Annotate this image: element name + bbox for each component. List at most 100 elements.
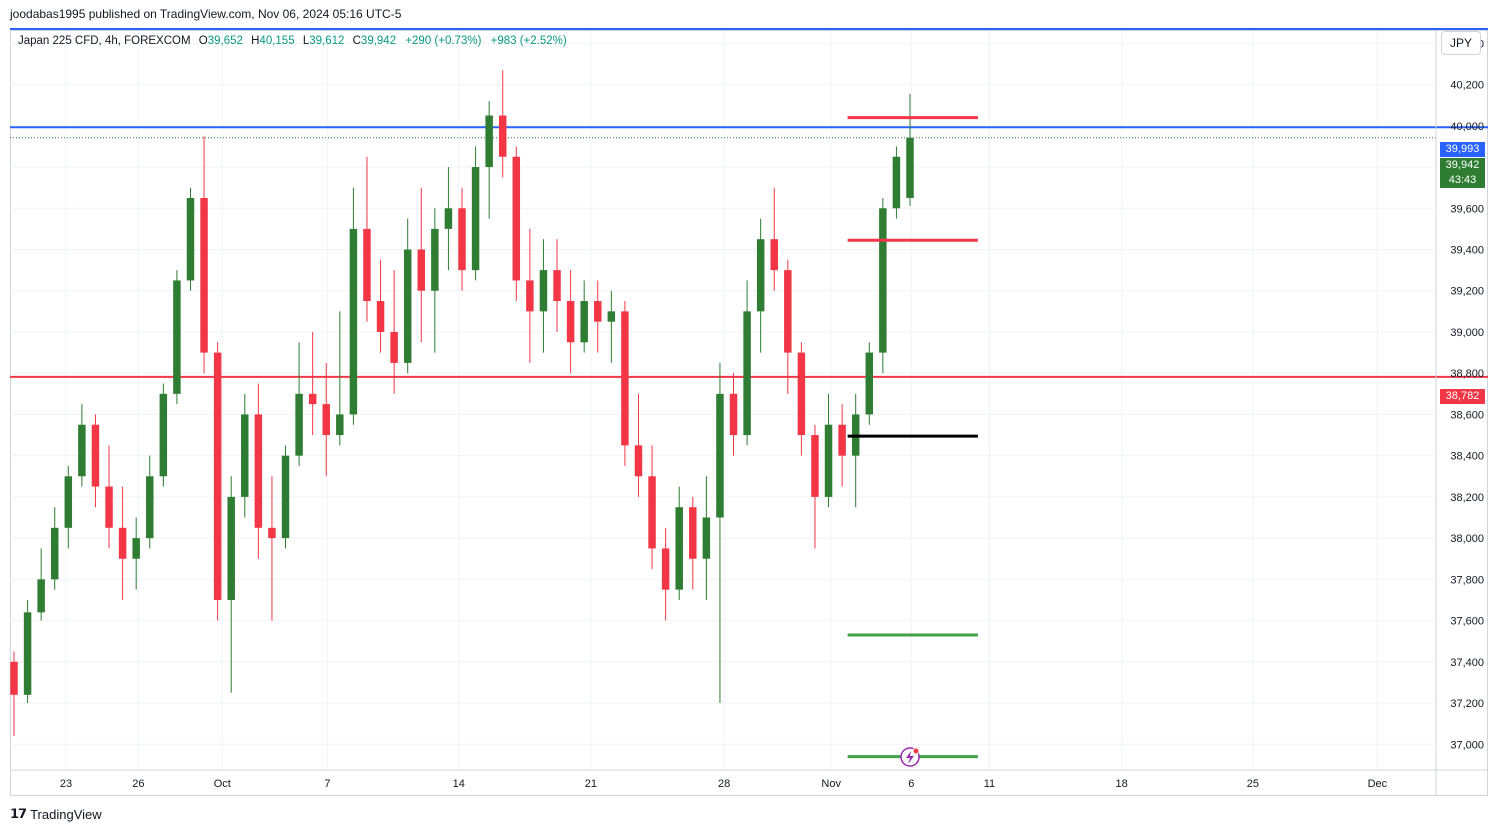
candle bbox=[64, 465, 73, 549]
candle-body bbox=[797, 352, 806, 436]
candle-body bbox=[268, 527, 276, 539]
candle bbox=[213, 342, 222, 621]
x-tick-label: 14 bbox=[453, 778, 465, 790]
candle bbox=[403, 218, 412, 374]
y-tick-label: 39,200 bbox=[1450, 286, 1484, 298]
candle bbox=[363, 156, 371, 322]
y-tick-label: 40,200 bbox=[1450, 80, 1484, 92]
candle bbox=[281, 445, 290, 549]
candle bbox=[607, 290, 616, 363]
candle bbox=[159, 383, 168, 487]
candle bbox=[146, 455, 154, 549]
change-value-2: +983 (+2.52%) bbox=[490, 35, 567, 47]
candle-body bbox=[756, 239, 765, 312]
candle bbox=[200, 136, 208, 374]
candle bbox=[634, 393, 643, 497]
candle-body bbox=[376, 301, 385, 332]
candle-body bbox=[661, 548, 670, 590]
candle bbox=[91, 414, 100, 508]
candle bbox=[417, 187, 426, 343]
x-tick-label: 21 bbox=[585, 778, 597, 790]
candle bbox=[431, 208, 439, 353]
candle bbox=[458, 187, 466, 291]
candle-body bbox=[865, 352, 874, 415]
candle-body bbox=[498, 115, 507, 157]
candle bbox=[838, 404, 846, 487]
candle bbox=[553, 239, 561, 332]
x-tick-label: Dec bbox=[1368, 778, 1388, 790]
x-tick-label: 25 bbox=[1247, 778, 1259, 790]
candle-body bbox=[621, 311, 629, 446]
candle bbox=[879, 197, 887, 374]
last-price-tag: 39,942 43:43 bbox=[1440, 158, 1485, 188]
y-tick-label: 37,600 bbox=[1450, 616, 1484, 628]
candle-body bbox=[50, 527, 59, 580]
candle bbox=[37, 548, 45, 621]
time-axis: 23 26 Oct 7 14 21 28 Nov 6 11 18 25 Dec bbox=[10, 769, 1488, 790]
candle bbox=[50, 507, 59, 590]
candle-body bbox=[227, 496, 235, 600]
candle bbox=[770, 187, 778, 291]
currency-button[interactable]: JPY bbox=[1441, 31, 1481, 55]
y-tick-label: 39,400 bbox=[1450, 245, 1484, 257]
symbol-name: Japan 225 CFD, 4h, FOREXCOM bbox=[18, 35, 191, 47]
candle-body bbox=[146, 476, 154, 539]
candle bbox=[10, 651, 18, 737]
y-tick-label: 39,000 bbox=[1450, 327, 1484, 339]
candle-body bbox=[403, 249, 412, 363]
candle bbox=[648, 445, 656, 570]
candle-body bbox=[526, 280, 534, 312]
candle bbox=[716, 362, 724, 704]
x-tick-label: 6 bbox=[908, 778, 914, 790]
x-tick-label: 7 bbox=[324, 778, 330, 790]
y-tick-label: 38,400 bbox=[1450, 451, 1484, 463]
candle-body bbox=[64, 476, 73, 528]
candle bbox=[851, 393, 860, 508]
last-price-value: 39,942 bbox=[1445, 159, 1480, 171]
candle-body bbox=[105, 486, 113, 528]
x-tick-label: 18 bbox=[1116, 778, 1128, 790]
tradingview-logo[interactable]: 𝟭𝟳 TradingView bbox=[10, 806, 102, 822]
x-tick-label: Nov bbox=[821, 778, 841, 790]
candle bbox=[594, 280, 602, 353]
y-tick-label: 37,400 bbox=[1450, 657, 1484, 669]
candle bbox=[390, 270, 398, 394]
y-tick-label: 38,800 bbox=[1450, 368, 1484, 380]
candle-body bbox=[363, 228, 371, 302]
chart-frame[interactable] bbox=[10, 30, 1488, 796]
icon-layer bbox=[900, 747, 920, 767]
candle bbox=[621, 301, 629, 466]
candle-body bbox=[173, 280, 181, 394]
candle-body bbox=[512, 156, 521, 281]
y-tick-label: 37,200 bbox=[1450, 698, 1484, 710]
candle bbox=[132, 517, 140, 590]
candle bbox=[295, 342, 303, 466]
candlesticks bbox=[10, 70, 914, 737]
candle bbox=[580, 280, 588, 353]
candle-body bbox=[159, 393, 168, 477]
y-tick-label: 38,600 bbox=[1450, 409, 1484, 421]
low-value: 39,612 bbox=[309, 35, 345, 47]
candle-body bbox=[770, 239, 778, 271]
x-tick-label: 23 bbox=[60, 778, 72, 790]
close-label: C bbox=[352, 35, 361, 47]
candle-body bbox=[539, 270, 548, 312]
candle bbox=[227, 476, 235, 693]
candle bbox=[512, 146, 521, 302]
candle bbox=[241, 393, 249, 518]
candle bbox=[702, 476, 711, 600]
tradingview-logo-text: TradingView bbox=[30, 806, 102, 822]
high-value: 40,155 bbox=[259, 35, 295, 47]
lightning-icon[interactable] bbox=[900, 747, 920, 767]
candle bbox=[566, 270, 575, 374]
candle-body bbox=[716, 393, 724, 518]
candle-body bbox=[390, 331, 398, 363]
low-label: L bbox=[302, 35, 310, 47]
candle-body bbox=[634, 445, 643, 477]
candle bbox=[485, 101, 493, 219]
candle bbox=[784, 259, 792, 394]
candle bbox=[892, 146, 901, 219]
candle bbox=[349, 187, 358, 425]
candle bbox=[444, 167, 453, 271]
